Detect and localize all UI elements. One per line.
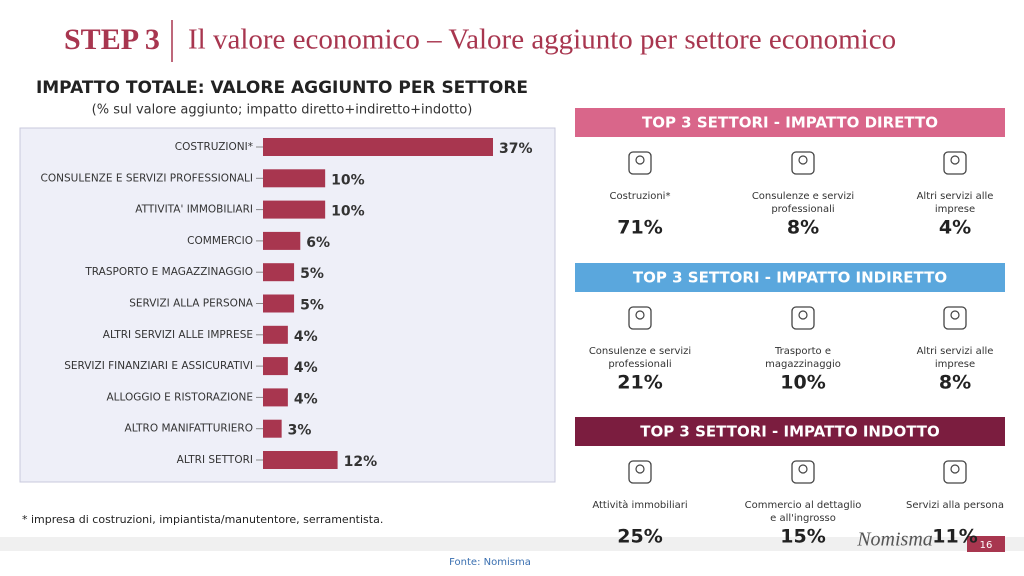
item-label: Servizi alla persona — [906, 500, 1004, 511]
icon — [943, 151, 967, 175]
panel-header — [575, 417, 1005, 446]
item-value: 8% — [939, 372, 971, 394]
icon — [791, 460, 815, 484]
bar — [263, 138, 493, 156]
panel-title: TOP 3 SETTORI - IMPATTO DIRETTO — [642, 114, 938, 132]
icon-detail — [950, 464, 960, 474]
value-label: 5% — [300, 298, 324, 314]
footnote: * impresa di costruzioni, impiantista/ma… — [22, 513, 383, 526]
bar — [263, 419, 282, 438]
item-value: 15% — [780, 526, 825, 548]
icon-detail — [798, 155, 808, 165]
value-label: 4% — [294, 391, 318, 407]
category-label: ALLOGGIO E RISTORAZIONE — [106, 391, 253, 403]
value-label: 4% — [294, 329, 318, 345]
icon-detail — [635, 310, 645, 320]
value-label: 12% — [344, 454, 378, 470]
category-label: SERVIZI ALLA PERSONA — [129, 298, 254, 310]
panel-title: TOP 3 SETTORI - IMPATTO INDIRETTO — [633, 269, 947, 287]
footer-strip — [0, 537, 1024, 551]
item-value: 11% — [932, 526, 977, 548]
item-value: 8% — [787, 217, 819, 239]
item-label: Attività immobiliari — [592, 499, 687, 511]
icon — [791, 151, 815, 175]
item-label: Consulenze e servizi professionali — [752, 191, 854, 215]
bar — [263, 263, 295, 282]
chart-subtitle: (% sul valore aggiunto; impatto diretto+… — [92, 103, 473, 118]
step-label: STEP 3 — [64, 23, 160, 56]
item-label: Costruzioni* — [610, 191, 671, 202]
value-label: 5% — [300, 266, 324, 282]
item-value: 25% — [617, 526, 662, 548]
panel-header — [575, 263, 1005, 292]
item-value: 10% — [780, 372, 825, 394]
bar — [263, 200, 326, 219]
chart-title: IMPATTO TOTALE: VALORE AGGIUNTO PER SETT… — [36, 78, 528, 98]
icon — [628, 151, 652, 175]
value-label: 10% — [331, 204, 365, 220]
category-label: COSTRUZIONI* — [175, 141, 253, 153]
panel-title: TOP 3 SETTORI - IMPATTO INDOTTO — [640, 423, 940, 441]
item-value: 4% — [939, 217, 971, 239]
bar — [263, 169, 326, 188]
item-label: Commercio al dettaglio e all'ingrosso — [745, 500, 862, 524]
icon-detail — [635, 155, 645, 165]
panel-header — [575, 108, 1005, 137]
value-label: 37% — [499, 141, 533, 157]
value-label: 3% — [288, 423, 312, 439]
icon — [943, 460, 967, 484]
category-label: CONSULENZE E SERVIZI PROFESSIONALI — [41, 172, 253, 184]
source: Fonte: Nomisma — [449, 557, 531, 568]
logo: Nomisma — [856, 529, 933, 551]
icon-detail — [950, 310, 960, 320]
category-label: ALTRI SERVIZI ALLE IMPRESE — [103, 329, 253, 341]
value-label: 10% — [331, 172, 365, 188]
icon-detail — [635, 464, 645, 474]
category-label: TRASPORTO E MAGAZZINAGGIO — [84, 266, 253, 278]
item-label: Altri servizi alle imprese — [917, 346, 994, 370]
icon — [628, 306, 652, 330]
category-label: COMMERCIO — [187, 235, 253, 247]
item-label: Trasporto e magazzinaggio — [765, 346, 841, 370]
bar — [263, 294, 295, 313]
category-label: ALTRO MANIFATTURIERO — [125, 423, 253, 435]
value-label: 4% — [294, 360, 318, 376]
category-label: SERVIZI FINANZIARI E ASSICURATIVI — [64, 360, 253, 372]
bar — [263, 388, 288, 407]
value-label: 6% — [306, 235, 330, 251]
bar — [263, 231, 301, 250]
category-label: ATTIVITA' IMMOBILIARI — [135, 204, 253, 216]
icon-detail — [798, 464, 808, 474]
item-label: Altri servizi alle imprese — [917, 191, 994, 215]
page-number-box — [967, 536, 1005, 552]
icon-detail — [950, 155, 960, 165]
bar — [263, 357, 288, 376]
item-label: Consulenze e servizi professionali — [589, 346, 691, 370]
icon — [943, 306, 967, 330]
icon — [791, 306, 815, 330]
icon-detail — [798, 310, 808, 320]
item-value: 21% — [617, 372, 662, 394]
bar — [263, 451, 338, 469]
icon — [628, 460, 652, 484]
bar — [263, 325, 288, 344]
slide-title: Il valore economico – Valore aggiunto pe… — [188, 24, 896, 56]
page-number: 16 — [980, 540, 993, 551]
item-value: 71% — [617, 217, 662, 239]
category-label: ALTRI SETTORI — [177, 454, 253, 466]
